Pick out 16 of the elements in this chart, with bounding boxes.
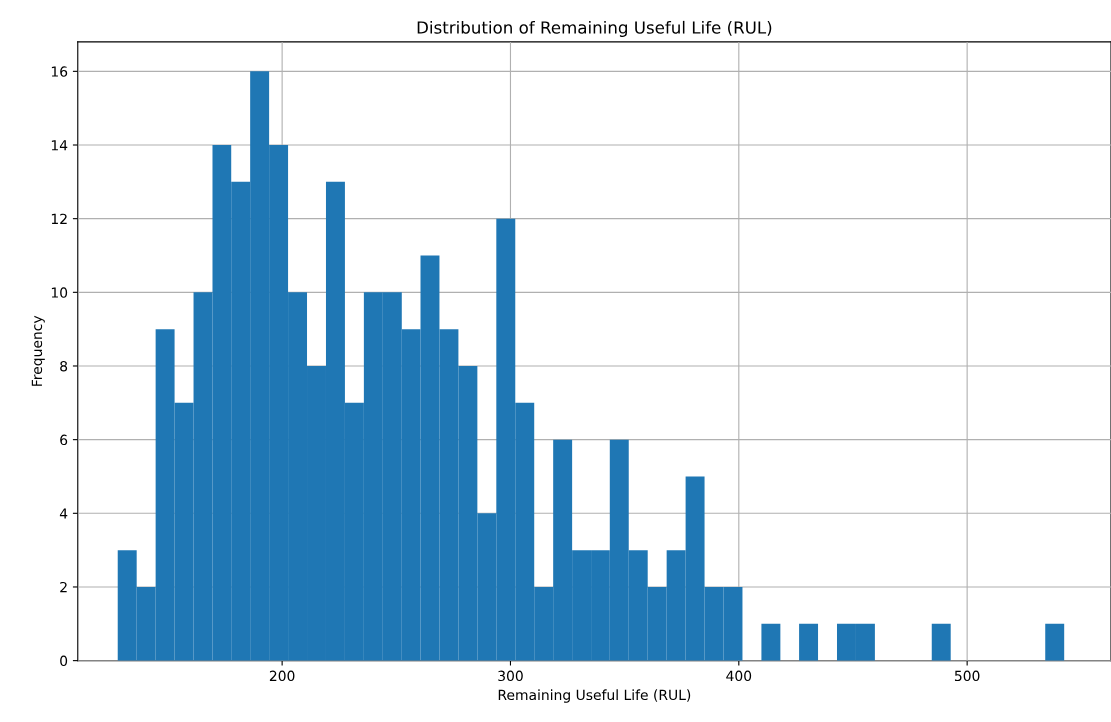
- x-tick-label: 200: [269, 670, 295, 682]
- y-tick-label: 6: [60, 434, 68, 446]
- y-axis-title: Frequency: [31, 315, 45, 386]
- x-axis-title: Remaining Useful Life (RUL): [498, 689, 691, 703]
- y-tick-label: 4: [59, 508, 68, 519]
- chart-title: Distribution of Remaining Useful Life (RUL): [417, 20, 772, 38]
- x-tick-label: 300: [498, 670, 523, 682]
- y-tick-label: 8: [60, 360, 68, 372]
- y-tick-label: 16: [51, 66, 68, 77]
- y-tick-label: 2: [60, 581, 67, 593]
- y-tick-label: 10: [51, 287, 68, 298]
- y-tick-label: 12: [51, 213, 67, 224]
- x-tick-label: 500: [954, 670, 980, 682]
- y-tick-label: 0: [60, 655, 68, 667]
- y-tick-label: 14: [51, 140, 68, 151]
- x-tick-label: 400: [726, 670, 752, 682]
